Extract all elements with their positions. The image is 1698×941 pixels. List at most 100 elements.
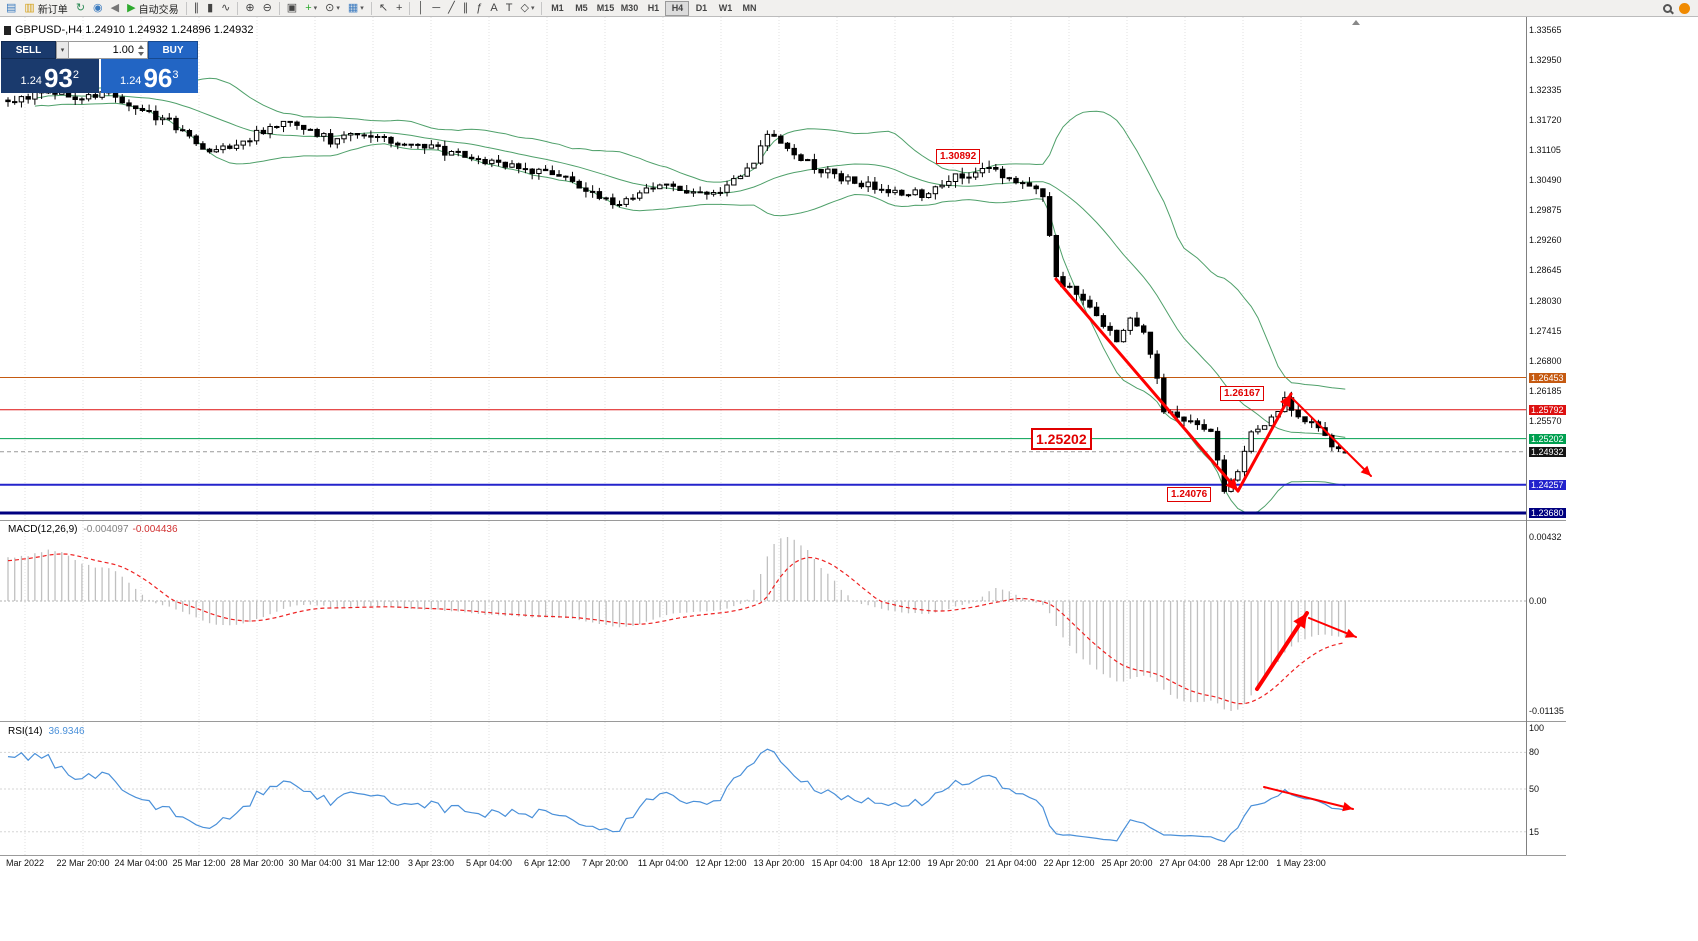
zoom-in-icon[interactable]: ⊕ — [245, 1, 255, 14]
crosshair-icon[interactable]: + — [396, 1, 403, 14]
toolbar-separator — [237, 1, 239, 15]
time-axis-label: 6 Apr 12:00 — [523, 858, 571, 868]
one-click-trading-panel: SELL ▾ BUY 1.24 93 2 1.24 96 3 — [1, 41, 198, 93]
time-axis-label: 27 Apr 04:00 — [1159, 858, 1211, 868]
trendline-icon[interactable]: ╱ — [448, 1, 455, 14]
zoom-out-icon[interactable]: ⊖ — [262, 1, 272, 14]
time-axis-label: 15 Apr 04:00 — [811, 858, 863, 868]
alerts-icon[interactable] — [1679, 2, 1690, 14]
text-icon[interactable]: A — [490, 1, 498, 14]
toolbar-separator — [370, 1, 372, 15]
sell-price-display[interactable]: 1.24 93 2 — [1, 59, 99, 93]
macd-axis-label: -0.01135 — [1529, 706, 1564, 716]
toolbar-separator — [185, 1, 187, 15]
indicators-icon[interactable]: + ▾ — [305, 1, 318, 14]
shapes-icon[interactable]: ◇ ▾ — [520, 1, 535, 14]
panel-separator[interactable] — [0, 520, 1566, 521]
rsi-name: RSI(14) — [8, 726, 43, 737]
auto-trading-button[interactable]: ▶ 自动交易 — [127, 1, 179, 16]
bar-chart-type-icon[interactable]: ∥ — [193, 1, 200, 14]
sound-icon[interactable]: ◀ — [110, 1, 120, 14]
price-flag[interactable]: 1.25202 — [1031, 428, 1092, 450]
cursor-icon[interactable]: ↖ — [378, 1, 389, 14]
timeframe-m1[interactable]: M1 — [551, 3, 564, 13]
volume-field — [69, 41, 148, 59]
sell-button[interactable]: SELL — [1, 41, 56, 59]
price-axis-tick: 1.29260 — [1529, 235, 1562, 246]
price-axis-highlight: 1.25202 — [1529, 433, 1566, 444]
volume-input[interactable] — [69, 42, 147, 58]
timeframe-h4[interactable]: H4 — [665, 0, 690, 16]
price-axis-tick: 1.32950 — [1529, 55, 1562, 66]
price-axis-highlight: 1.25792 — [1529, 404, 1566, 415]
channel-icon[interactable]: ∥ — [462, 1, 469, 14]
time-axis-label: 12 Apr 12:00 — [695, 858, 747, 868]
price-flag[interactable]: 1.24076 — [1167, 487, 1212, 502]
timeframe-w1[interactable]: W1 — [718, 3, 733, 13]
time-axis-label: 7 Apr 20:00 — [581, 858, 629, 868]
chart-annotations-layer: 1.30892 1.26167 1.25202 1.24076 — [936, 149, 1265, 502]
price-flag[interactable]: 1.26167 — [1220, 386, 1265, 401]
fibonacci-icon[interactable]: ƒ — [476, 1, 483, 14]
rsi-axis-label: 100 — [1529, 723, 1545, 733]
symbol-ohlc-text: GBPUSD-,H4 1.24910 1.24932 1.24896 1.249… — [15, 24, 254, 36]
refresh-icon[interactable]: ↻ — [75, 1, 86, 14]
candlestick-type-icon[interactable]: ▮ — [207, 1, 214, 14]
horizontal-line-icon[interactable]: ─ — [432, 1, 441, 14]
templates-icon[interactable]: ▦ ▾ — [347, 1, 364, 14]
price-flag[interactable]: 1.30892 — [936, 149, 981, 164]
toolbar-separator — [278, 1, 280, 15]
price-axis-highlight: 1.26453 — [1529, 372, 1566, 383]
timeframe-m15[interactable]: M15 — [596, 3, 615, 13]
price-axis-border — [1526, 17, 1527, 855]
chart-scroll-marker-icon[interactable] — [1352, 20, 1360, 25]
price-axis-tick: 1.29875 — [1529, 205, 1562, 216]
price-axis-tick: 1.30490 — [1529, 175, 1562, 186]
buy-price-point: 3 — [172, 69, 179, 81]
panel-separator[interactable] — [0, 855, 1566, 856]
rsi-panel[interactable] — [0, 722, 1526, 855]
price-axis-tick: 1.26800 — [1529, 355, 1562, 366]
toolbar-separator — [541, 1, 543, 15]
price-axis-tick: 1.32335 — [1529, 85, 1562, 96]
timeframe-m5[interactable]: M5 — [575, 3, 588, 13]
new-order-button[interactable]: ▥ 新订单 — [24, 1, 68, 16]
time-axis[interactable]: Mar 2022 22 Mar 20:00 24 Mar 04:00 25 Mar 1… — [0, 856, 1546, 872]
buy-price-base: 1.24 — [120, 75, 142, 87]
timeframe-d1[interactable]: D1 — [695, 3, 708, 13]
tile-windows-icon[interactable]: ▣ — [286, 1, 298, 14]
panel-separator[interactable] — [0, 721, 1566, 722]
label-icon[interactable]: T — [505, 1, 513, 14]
line-chart-type-icon[interactable]: ∿ — [221, 1, 231, 14]
volume-increase-icon[interactable] — [138, 45, 144, 49]
chart-mini-icon — [4, 25, 11, 35]
time-axis-label: 22 Apr 12:00 — [1043, 858, 1095, 868]
timeframe-mn[interactable]: MN — [742, 3, 757, 13]
volume-dropdown-button[interactable]: ▾ — [56, 41, 69, 59]
toolbar-right-icons — [1663, 2, 1698, 14]
price-axis-tick: 1.31720 — [1529, 115, 1562, 126]
sell-price-base: 1.24 — [20, 75, 42, 87]
price-axis[interactable]: 1.33565 1.32950 1.32335 1.31720 1.31105 1.304… — [1527, 0, 1597, 875]
rsi-value: 36.9346 — [48, 726, 85, 737]
buy-button[interactable]: BUY — [148, 41, 198, 59]
new-chart-icon[interactable]: ▤ — [6, 1, 17, 14]
price-axis-tick: 1.26185 — [1529, 385, 1562, 396]
vertical-line-icon[interactable]: │ — [417, 1, 425, 14]
rsi-axis-label: 15 — [1529, 826, 1540, 837]
volume-decrease-icon[interactable] — [138, 52, 144, 56]
sell-price-pips: 93 — [43, 63, 73, 93]
timeframe-m30[interactable]: M30 — [620, 3, 639, 13]
market-watch-icon[interactable]: ◉ — [93, 1, 103, 14]
timeframe-h1[interactable]: H1 — [647, 3, 660, 13]
price-axis-tick: 1.28030 — [1529, 295, 1562, 306]
periods-icon[interactable]: ⊙ ▾ — [325, 1, 340, 14]
buy-price-display[interactable]: 1.24 96 3 — [100, 59, 198, 93]
time-axis-label: 31 Mar 12:00 — [346, 858, 400, 868]
macd-label: MACD(12,26,9) -0.004097 -0.004436 — [8, 524, 178, 535]
price-axis-tick: 1.33565 — [1529, 25, 1562, 35]
macd-panel[interactable] — [0, 521, 1526, 721]
price-chart[interactable] — [0, 17, 1526, 520]
search-icon[interactable] — [1663, 3, 1672, 13]
